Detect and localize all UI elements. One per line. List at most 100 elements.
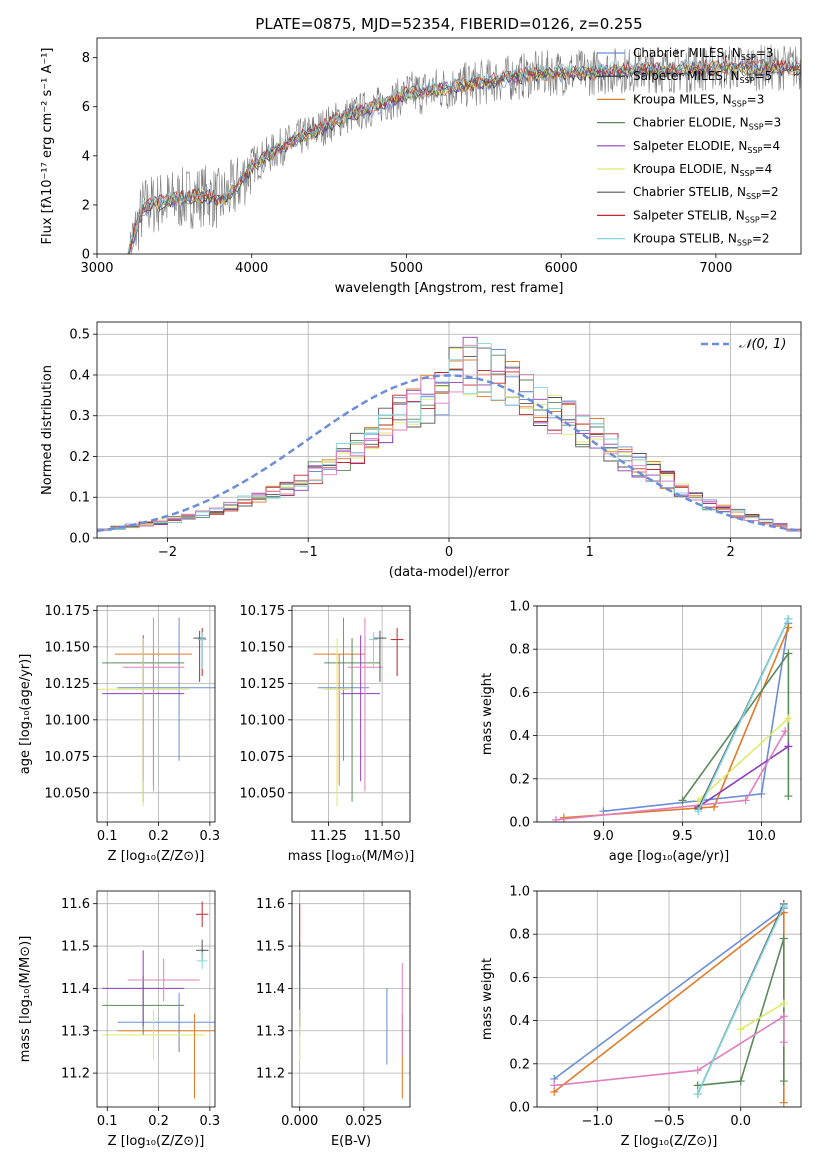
legend-label: Kroupa ELODIE, NSSP=4: [633, 162, 772, 178]
weight-marker: [736, 1077, 745, 1086]
x-tick-label: 9.5: [672, 829, 693, 844]
y-axis-label: mass [log₁₀(M/M⊙)]: [18, 936, 33, 1063]
y-tick-label: 2: [82, 198, 90, 213]
mass-vs-ebv-points: [299, 903, 403, 1099]
weight-marker: [779, 999, 788, 1008]
x-tick-label: 0.0: [730, 1114, 751, 1129]
residuals-axes: −2 −1 0 1 2 0.0 0.1 0.2 0.3 0.4 0.5 (data-model)/er…: [40, 321, 802, 580]
x-tick-label: −1.0: [581, 1114, 613, 1129]
legend-label: Chabrier MILES, NSSP=3: [633, 46, 773, 62]
weight-marker: [694, 807, 703, 816]
weight-marker: [784, 742, 793, 751]
y-tick-label: 0.1: [69, 491, 90, 506]
observed-spectrum: [127, 44, 801, 254]
model-spectrum-3: [127, 60, 801, 254]
weight-marker: [779, 1098, 788, 1107]
y-tick-label: 10.050: [45, 786, 91, 801]
age-vs-mass-axes: 11.25 11.50 10.050 10.075 10.100 10.125 10.150…: [240, 604, 415, 864]
model-spectrum-8: [127, 58, 801, 254]
legend-label: 𝒩(0, 1): [739, 337, 786, 352]
y-tick-label: 11.4: [61, 982, 90, 997]
figure-title: PLATE=0875, MJD=52354, FIBERID=0126, z=0…: [255, 15, 642, 33]
y-tick-label: 11.2: [61, 1067, 90, 1082]
y-axis-label: mass weight: [480, 958, 495, 1040]
gaussian-curve: [97, 374, 801, 533]
weight-vs-age-axes: 9.0 9.5 10.0 0.0 0.2 0.4 0.6 0.8 1.0 age [log₁₀(a…: [480, 600, 802, 864]
weight-marker: [779, 1077, 788, 1086]
y-axis-label: age [log₁₀(age/yr)]: [18, 654, 33, 775]
weight-marker: [693, 1081, 702, 1090]
y-tick-label: 1.0: [509, 600, 530, 615]
axes-frame: [96, 605, 216, 823]
y-tick-label: 0.2: [69, 450, 90, 465]
weight-marker: [779, 934, 788, 943]
axes-frame: [96, 890, 216, 1108]
x-tick-label: 0.025: [345, 1114, 382, 1129]
y-tick-label: 0: [82, 248, 90, 263]
weight-vs-age-lines: [551, 614, 793, 822]
y-tick-label: 0.0: [69, 532, 90, 547]
y-tick-label: 11.3: [256, 1024, 285, 1039]
x-tick-label: 9.0: [593, 829, 614, 844]
weight-marker: [559, 813, 568, 822]
legend-label: Kroupa MILES, NSSP=3: [633, 92, 764, 108]
weight-marker: [779, 1012, 788, 1021]
y-tick-label: 0.8: [509, 928, 530, 943]
x-tick-label: 11.25: [310, 829, 347, 844]
histogram-8: [97, 344, 801, 538]
y-tick-label: 11.4: [256, 982, 285, 997]
y-tick-label: 10.125: [45, 677, 91, 692]
x-tick-label: −1: [299, 545, 318, 560]
x-tick-label: 6000: [545, 261, 578, 276]
axes-frame: [291, 605, 411, 823]
legend-label: Chabrier STELIB, NSSP=2: [633, 185, 779, 201]
legend-label: Salpeter ELODIE, NSSP=4: [633, 139, 780, 155]
legend-label: Salpeter MILES, NSSP=5: [633, 69, 772, 85]
y-tick-label: 6: [82, 100, 90, 115]
x-tick-label: 0.1: [97, 829, 118, 844]
weight-marker: [784, 714, 793, 723]
y-tick-label: 10.075: [240, 750, 286, 765]
axes-frame: [96, 321, 802, 539]
age-vs-z-axes: 0.1 0.2 0.3 10.050 10.075 10.100 10.125 10.150 1…: [18, 604, 220, 864]
x-tick-label: 0.2: [148, 1114, 169, 1129]
y-axis-label: mass weight: [480, 673, 495, 755]
y-tick-label: 11.2: [256, 1067, 285, 1082]
weight-marker: [784, 623, 793, 632]
y-tick-label: 0.0: [509, 1101, 530, 1116]
weight-marker: [736, 1025, 745, 1034]
y-tick-label: 10.050: [240, 786, 286, 801]
y-tick-label: 10.150: [240, 640, 286, 655]
y-tick-label: 10.100: [45, 713, 91, 728]
weight-marker: [784, 614, 793, 623]
weight-marker: [599, 807, 608, 816]
y-tick-label: 10.175: [240, 604, 286, 619]
y-tick-label: 0.8: [509, 643, 530, 658]
legend-label: Kroupa STELIB, NSSP=2: [633, 232, 770, 248]
weight-vs-z-lines: [550, 899, 788, 1107]
y-tick-label: 0.4: [509, 1014, 530, 1029]
weight-marker: [784, 792, 793, 801]
y-tick-label: 10.175: [45, 604, 91, 619]
x-axis-label: E(B-V): [331, 1134, 371, 1149]
y-tick-label: 0.3: [69, 409, 90, 424]
spectrum-lines: [127, 44, 801, 254]
x-tick-label: 3000: [80, 261, 113, 276]
y-tick-label: 10.150: [45, 640, 91, 655]
y-tick-label: 0.6: [509, 971, 530, 986]
plot-layer: 3000 4000 5000 6000 7000 0 2 4 6 8 wavelength [Ang…: [18, 37, 802, 1149]
weight-marker: [693, 1090, 702, 1099]
legend-label: Salpeter STELIB, NSSP=2: [633, 208, 777, 224]
axes-frame: [96, 37, 802, 255]
y-tick-label: 11.5: [256, 940, 285, 955]
spectrum-legend: Chabrier MILES, NSSP=3 Salpeter MILES, NS…: [597, 46, 781, 248]
y-axis-label: Normed distribution: [40, 365, 55, 495]
y-tick-label: 11.5: [61, 940, 90, 955]
y-tick-label: 0.0: [509, 816, 530, 831]
y-tick-label: 0.2: [509, 772, 530, 787]
weight-line-4: [554, 1014, 785, 1087]
age-vs-z-points: [97, 617, 215, 806]
mass-vs-z-points: [102, 901, 215, 1099]
x-axis-label: (data-model)/error: [389, 565, 510, 580]
